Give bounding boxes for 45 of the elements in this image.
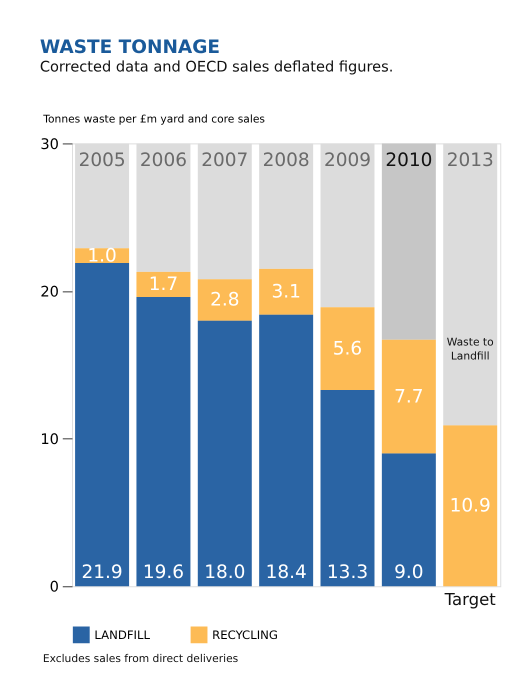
bar: [136, 296, 190, 586]
x-tick-label: 2010: [385, 150, 432, 171]
data-label: 19.6: [142, 562, 184, 583]
annotation: Waste to Landfill: [446, 336, 494, 362]
chart-title: WASTE TONNAGE: [40, 36, 220, 58]
data-label: 3.1: [271, 282, 301, 303]
bar: [382, 143, 436, 340]
x-tick-label: 2007: [201, 150, 248, 171]
data-label: 13.3: [326, 562, 368, 583]
y-tick-label: 30: [40, 136, 59, 153]
bar: [320, 307, 374, 390]
bar: [198, 279, 252, 321]
x-tick-label: 2013: [446, 150, 494, 171]
data-label: 21.9: [82, 562, 123, 583]
y-tick-label: 20: [40, 283, 59, 300]
data-label: 18.0: [204, 562, 246, 583]
y-axis-title: Tonnes waste per £m yard and core sales: [42, 112, 266, 126]
y-tick-label: 10: [40, 431, 59, 448]
x-tick-label: 2006: [140, 150, 187, 171]
data-label: 10.9: [450, 496, 491, 517]
data-label: 5.6: [332, 338, 362, 360]
bar: [259, 314, 314, 586]
chart-subtitle: Corrected data and OECD sales deflated figures.: [40, 58, 394, 76]
data-label: 2.8: [210, 290, 240, 311]
legend-label: RECYCLING: [212, 628, 278, 642]
data-label: 9.0: [394, 562, 424, 583]
text: Excludes sales from direct deliveries: [42, 652, 239, 666]
x-tick-label: 2008: [262, 150, 310, 171]
data-label: 7.7: [394, 386, 424, 408]
bar: [136, 272, 190, 297]
data-label: 1.0: [87, 245, 117, 266]
bar: [382, 340, 436, 454]
data-label: 1.7: [148, 274, 178, 296]
text: Target: [444, 590, 496, 609]
bar: [198, 320, 252, 586]
bar: [75, 263, 130, 586]
x-tick-label: 2005: [78, 150, 126, 171]
data-label: 18.4: [266, 562, 307, 583]
bar: [382, 453, 436, 586]
y-tick-label: 0: [50, 578, 59, 596]
bar: [320, 390, 374, 586]
legend-label: LANDFILL: [94, 628, 150, 642]
x-tick-label: 2009: [324, 150, 372, 171]
bar: [443, 425, 498, 586]
bar: [259, 268, 314, 315]
